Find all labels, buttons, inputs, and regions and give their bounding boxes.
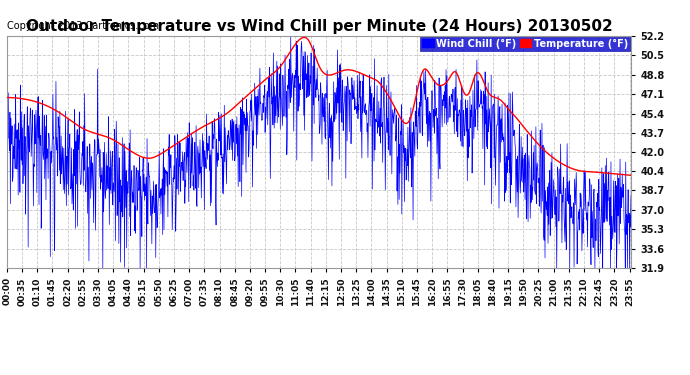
Title: Outdoor Temperature vs Wind Chill per Minute (24 Hours) 20130502: Outdoor Temperature vs Wind Chill per Mi…: [26, 20, 613, 34]
Legend: Wind Chill (°F), Temperature (°F): Wind Chill (°F), Temperature (°F): [420, 37, 631, 51]
Text: Copyright 2013 Cartronics.com: Copyright 2013 Cartronics.com: [7, 21, 159, 31]
